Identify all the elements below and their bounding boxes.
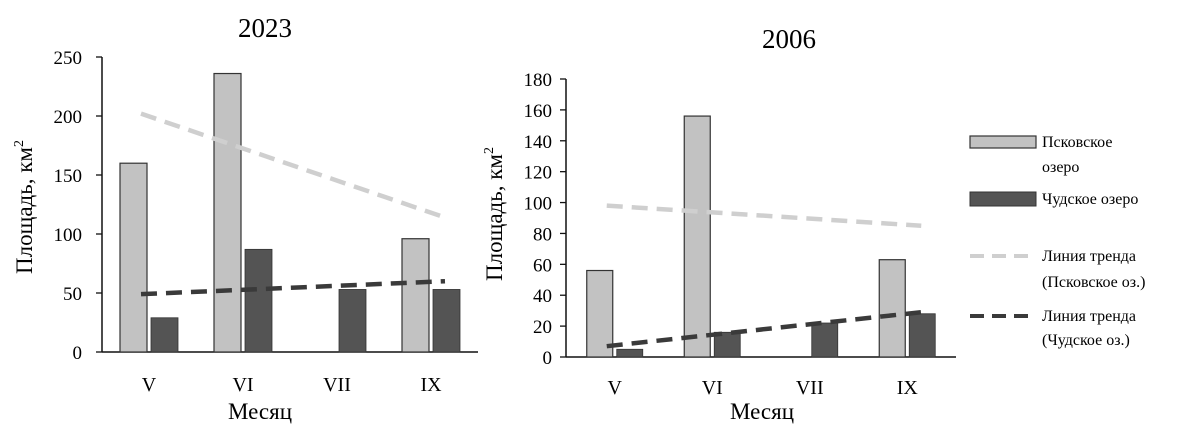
chart2-bar-pskov [586, 269, 614, 358]
legend-label-trend-chud-line1: Линия тренда [1042, 308, 1136, 325]
chart2-y-tick-label: 140 [524, 132, 553, 153]
chart1-trendline-pskov [140, 111, 446, 220]
chart1-bar-pskov [401, 238, 430, 353]
chart1-bar-chud [338, 289, 367, 353]
legend-label-trend-pskov-line1: Линия тренда [1042, 248, 1136, 265]
chart2-y-axis-label-text: Площадь, км [482, 154, 507, 281]
chart2-x-tick-label: VII [796, 377, 824, 399]
chart1-y-axis-label-text: Площадь, км [12, 147, 37, 274]
chart2-bar-pskov [878, 259, 906, 358]
chart2-y-tick-label: 60 [533, 255, 552, 276]
chart2-x-axis-label: Месяц [730, 399, 794, 424]
chart1-bar-chud [244, 248, 273, 353]
chart1-y-tick-label: 50 [63, 284, 82, 305]
chart1-y-tick-label: 0 [73, 343, 83, 364]
chart2-y-tick-label: 120 [524, 163, 553, 184]
chart2-y-axis-label: Площадь, км2 [482, 147, 507, 281]
legend-swatch-chud [969, 191, 1037, 207]
chart1-x-tick-label: VII [323, 374, 351, 396]
chart2-y-axis-label-sup: 2 [482, 147, 497, 154]
chart1-y-tick-label: 100 [54, 225, 83, 246]
chart2-bar-chud [616, 348, 644, 358]
chart1-bar-pskov [119, 162, 148, 353]
chart1-bar-chud [150, 317, 179, 353]
chart2-x-tick-label: VI [702, 377, 723, 399]
chart1-y-tick-label: 200 [54, 107, 83, 128]
legend-swatch-pskov [969, 135, 1037, 149]
chart2-bar-chud [908, 313, 936, 358]
chart1-y-tick-label: 250 [54, 48, 83, 69]
legend-label-pskov-line2: озеро [1042, 159, 1079, 176]
chart2-y-tick-label: 100 [524, 194, 553, 215]
chart2-bar-chud [811, 322, 839, 358]
chart2-title: 2006 [762, 24, 816, 54]
chart2-y-tick-label: 180 [524, 70, 553, 91]
chart1-y-axis-label-sup: 2 [12, 140, 27, 147]
legend: Псковское озеро Чудское озеро Линия трен… [969, 134, 1145, 349]
chart1-x-tick-label: V [142, 374, 157, 396]
legend-label-pskov-line1: Псковское [1042, 134, 1112, 151]
chart1-x-tick-label: IX [420, 374, 442, 396]
chart2-y-tick-label: 0 [543, 348, 553, 369]
chart1-bar-chud [432, 289, 461, 353]
chart2-trendline-pskov [606, 203, 922, 228]
chart2-y-tick-label: 40 [533, 286, 552, 307]
chart1-x-tick-label: VI [232, 374, 253, 396]
chart1-y-tick-label: 150 [54, 166, 83, 187]
legend-label-chud: Чудское озеро [1042, 191, 1138, 208]
chart1-y-axis-label: Площадь, км2 [12, 140, 37, 274]
chart2-y-tick-label: 160 [524, 101, 553, 122]
chart1-trendline-chud [140, 278, 446, 297]
chart2-y-tick-label: 20 [533, 317, 552, 338]
chart1-title: 2023 [238, 13, 292, 43]
chart2-bar-chud [713, 331, 741, 358]
chart2-y-tick-label: 80 [533, 224, 552, 245]
chart1-x-axis-label: Месяц [228, 399, 292, 424]
chart2-trendline-chud [606, 309, 922, 349]
legend-label-trend-chud-line2: (Чудское оз.) [1042, 332, 1130, 349]
chart2-bar-pskov [683, 115, 711, 358]
chart2-x-tick-label: IX [897, 377, 919, 399]
chart2-x-tick-label: V [608, 377, 623, 399]
chart1-bar-pskov [213, 72, 242, 353]
legend-label-trend-pskov-line2: (Псковское оз.) [1042, 274, 1145, 291]
